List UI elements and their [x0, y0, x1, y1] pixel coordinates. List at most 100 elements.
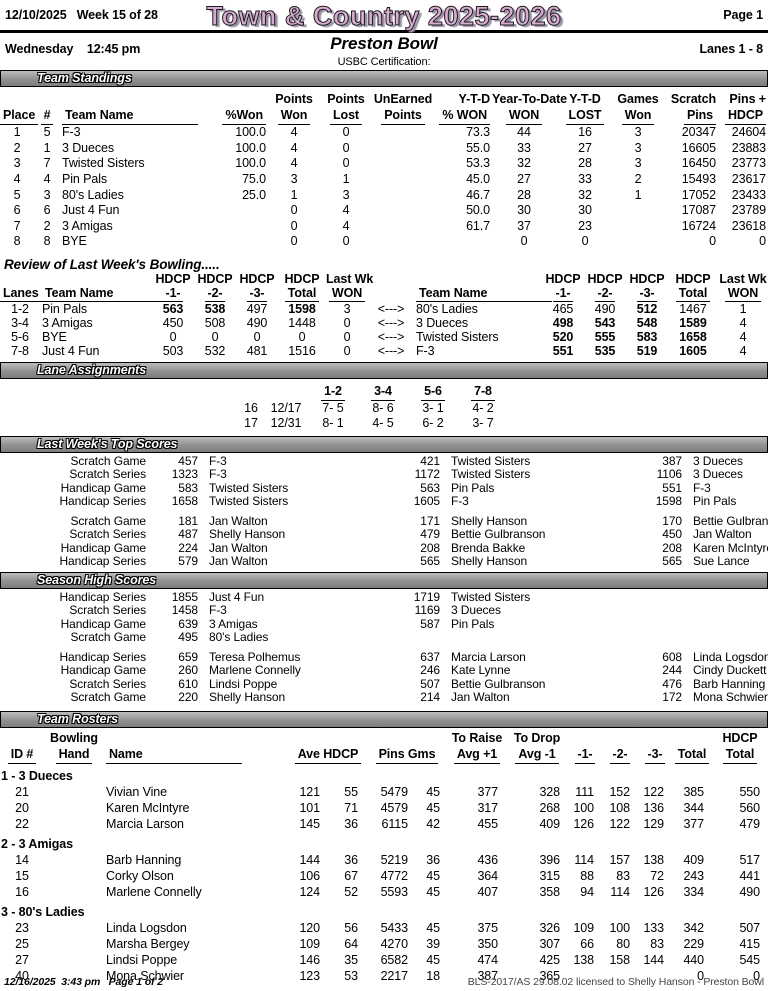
score-row-cell — [356, 631, 440, 645]
roster-player-row: 27 Lindsi Poppe 146 35 6582 45 474 425 138 158 144… — [0, 952, 768, 968]
score-row-cell: Handicap Series — [59, 589, 146, 604]
standings-row-cell: 3 — [342, 187, 350, 202]
review-row-cell: 548 — [636, 315, 658, 330]
roster-player-row-cell: 243 — [683, 868, 704, 883]
roster-player-row-cell: Linda Logsdon — [106, 920, 187, 935]
roster-player-row-cell: 474 — [477, 952, 498, 967]
roster-player-row-cell: 129 — [643, 816, 664, 831]
review-row-cell: 1516 — [288, 343, 316, 358]
score-row-cell: Shelly Hanson — [451, 513, 528, 528]
roster-player-row-cell: 342 — [683, 920, 704, 935]
review-left-body: 1-2 Pin Pals 563 538 497 1598 3 3-4 3 Amigas 450 5… — [0, 302, 368, 358]
column-header: -2- — [602, 746, 638, 764]
standings-row-cell — [372, 219, 434, 235]
column-header-label: Year-To-Date — [492, 92, 567, 106]
review-row-cell: Pin Pals — [42, 301, 88, 316]
score-row-cell: Scratch Game — [70, 630, 147, 645]
roster-player-row-cell: Karen McIntyre — [106, 800, 190, 815]
roster-player-row-cell: 6115 — [381, 816, 409, 831]
score-row-cell: Handicap Game — [60, 540, 147, 555]
score-row-cell: 450 — [662, 527, 682, 542]
column-header — [0, 272, 40, 286]
standings-row-cell: 33 — [578, 171, 592, 186]
roster-player-row-cell: 52 — [344, 884, 358, 899]
standings-row-cell: 1 — [634, 187, 642, 202]
section-bar-team-standings: Team Standings — [0, 70, 768, 87]
column-header-label: -3- — [644, 746, 666, 764]
review-tables: HDCP HDCP HDCP HDCP Last Wk Lanes Team Name -1-… — [0, 272, 768, 358]
score-row-cell: Handicap Series — [59, 554, 146, 569]
column-header: % WON — [434, 108, 492, 126]
column-header — [638, 730, 672, 746]
week-number: Week 15 of 28 — [76, 8, 158, 22]
standings-row-cell: 23618 — [731, 218, 766, 233]
column-header-label: HDCP — [675, 271, 711, 286]
standings-row-cell: Just 4 Fun — [62, 203, 120, 218]
review-row-cell: 0 — [298, 329, 306, 344]
roster-player-row-cell: 124 — [299, 884, 320, 899]
column-header-label: HDCP — [629, 271, 665, 286]
score-row-cell: 224 — [178, 540, 198, 555]
roster-player-row-cell: 53 — [344, 968, 358, 983]
roster-player-row-cell: 307 — [539, 936, 560, 951]
standings-row-cell: 0 — [709, 234, 716, 249]
standings-row-cell: 61.7 — [466, 218, 490, 233]
standings-row-cell — [212, 219, 268, 235]
roster-player-row-cell: 455 — [477, 816, 498, 831]
lane-pair-label: 3-4 — [371, 384, 395, 401]
score-row-cell: 1605 — [413, 494, 440, 509]
review-row-cell: Just 4 Fun — [42, 343, 100, 358]
roster-player-row-cell: 80 — [616, 936, 630, 951]
score-row-cell: Cindy Duckett — [693, 663, 767, 678]
review-row-cell: 1658 — [679, 329, 707, 344]
score-row-cell: 3 Dueces — [451, 603, 501, 618]
column-header: 3-4 — [358, 384, 408, 401]
standings-row-cell: 4 — [43, 171, 51, 186]
review-row-cell: 465 — [552, 301, 574, 316]
column-header-label: Last Wk — [719, 271, 767, 286]
column-header-label: # — [40, 108, 54, 126]
review-left-head: HDCP HDCP HDCP HDCP Last Wk Lanes Team Name -1-… — [0, 272, 373, 302]
roster-player-row-cell — [44, 816, 104, 832]
column-header — [602, 730, 638, 746]
score-row-cell: Scratch Game — [70, 453, 147, 468]
standings-row-cell: 6 — [43, 203, 51, 218]
standings-row-cell: Pin Pals — [62, 171, 108, 186]
column-header-label: HDCP — [545, 271, 581, 286]
score-row-cell: 1458 — [171, 603, 198, 618]
standings-row-cell: 4 — [290, 156, 298, 171]
score-row-cell: 1719 — [413, 589, 440, 604]
column-header: HDCP — [584, 272, 626, 286]
roster-player-row-cell: 39 — [426, 936, 440, 951]
column-header-label: Scratch — [670, 92, 716, 106]
roster-player-row-cell: 375 — [477, 920, 498, 935]
team-rosters-table: Bowling To Raise To Drop HDCP ID # Hand Name Av… — [0, 730, 768, 984]
score-row-cell: Scratch Series — [69, 527, 146, 542]
header-day-time: Wednesday 12:45 pm — [5, 35, 175, 56]
roster-group-row: 3 - 80's Ladies — [0, 900, 768, 920]
column-header: Last Wk — [718, 272, 768, 286]
column-header: HDCP — [542, 272, 584, 286]
roster-player-row-cell — [44, 868, 104, 884]
lane-header-row: 1-2 3-4 5-6 7-8 — [238, 384, 508, 401]
column-header-label: -1- — [162, 286, 184, 302]
review-row-cell: 3 — [343, 301, 351, 316]
standings-row-cell: 75.0 — [242, 171, 266, 186]
standings-row-cell: 16605 — [681, 140, 716, 155]
roster-player-row-cell: 350 — [477, 936, 498, 951]
column-header: 1-2 — [308, 384, 358, 401]
review-row: <---> F-3 551 535 519 1605 4 — [368, 344, 768, 358]
score-row: Handicap Series 1658 Twisted Sisters 1605 F-… — [0, 495, 768, 509]
standings-row-cell: 2 — [43, 218, 51, 233]
lane-assignment-row-cell: 3- 7 — [472, 415, 494, 430]
column-header — [104, 730, 290, 746]
column-header-label: Team Name — [42, 286, 178, 302]
column-header: HDCP — [626, 272, 668, 286]
column-header: 5-6 — [408, 384, 458, 401]
roster-player-row-cell: 16 — [15, 884, 29, 899]
standings-row-cell: 3 — [634, 140, 642, 155]
lane-assignment-row-cell: 8- 6 — [372, 400, 394, 415]
standings-row-cell: 3 — [634, 125, 642, 140]
column-header: -2- — [194, 286, 236, 302]
lane-assignment-row-cell: 7- 5 — [322, 400, 344, 415]
